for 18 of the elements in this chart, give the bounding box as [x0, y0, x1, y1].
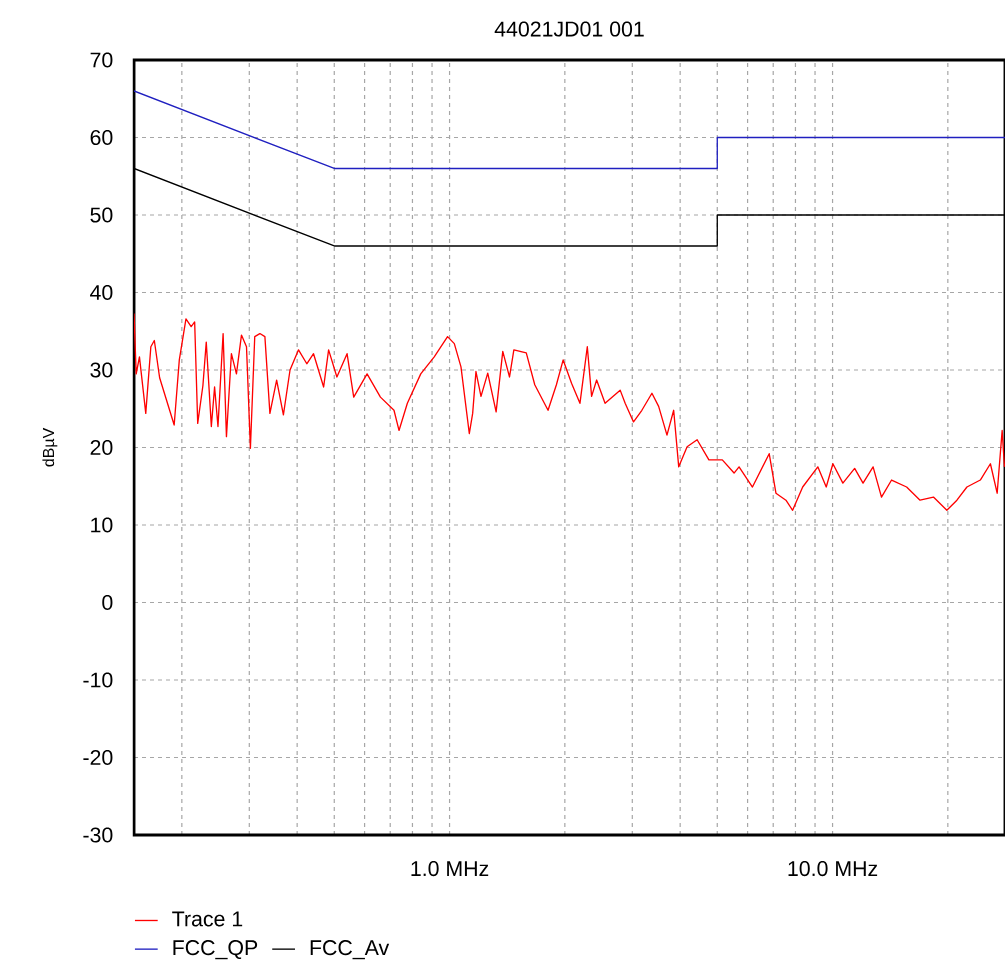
- y-tick-label: -10: [83, 672, 113, 688]
- y-tick-label: 40: [90, 284, 113, 301]
- y-tick-label: 70: [90, 52, 113, 68]
- x-tick-label: 10.0 MHz: [788, 861, 878, 877]
- y-tick-label: 0: [102, 594, 113, 611]
- y-tick-label: 30: [90, 362, 113, 378]
- y-tick-label: -30: [83, 827, 113, 843]
- x-tick-label: 1.0 MHz: [411, 861, 489, 877]
- y-tick-label: 20: [90, 439, 113, 456]
- y-tick-label: -20: [83, 749, 113, 766]
- legend-label: Trace 1: [172, 911, 243, 927]
- y-tick-label: 60: [90, 129, 113, 146]
- y-tick-label: 50: [90, 207, 113, 223]
- chart-title: 44021JD01 001: [494, 21, 644, 37]
- legend-label: FCC_QP: [173, 940, 258, 960]
- y-tick-label: 10: [91, 517, 113, 533]
- legend-label: FCC_Av: [310, 940, 390, 960]
- y-axis-title: dBµV: [42, 427, 58, 467]
